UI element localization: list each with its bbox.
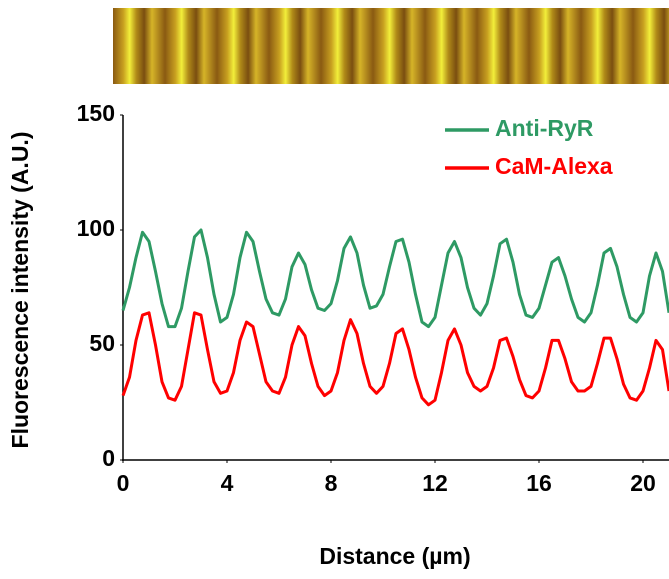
microscopy-strip xyxy=(113,8,669,84)
x-tick-label: 0 xyxy=(117,470,130,496)
y-tick-label: 100 xyxy=(77,215,115,241)
y-tick-label: 50 xyxy=(89,330,115,356)
y-tick-label: 150 xyxy=(77,100,115,126)
legend-label: CaM-Alexa xyxy=(495,153,613,179)
data-line xyxy=(123,230,669,327)
x-tick-label: 8 xyxy=(325,470,338,496)
y-axis-label: Fluorescence intensity (A.U.) xyxy=(7,132,33,449)
data-line xyxy=(123,313,669,405)
y-tick-label: 0 xyxy=(102,445,115,471)
x-axis-label: Distance (µm) xyxy=(319,543,470,569)
x-tick-label: 4 xyxy=(221,470,234,496)
x-tick-label: 20 xyxy=(630,470,656,496)
chart: Distance (µm) Fluorescence intensity (A.… xyxy=(0,0,669,579)
x-tick-label: 12 xyxy=(422,470,448,496)
legend-label: Anti-RyR xyxy=(495,115,594,141)
x-tick-label: 16 xyxy=(526,470,552,496)
